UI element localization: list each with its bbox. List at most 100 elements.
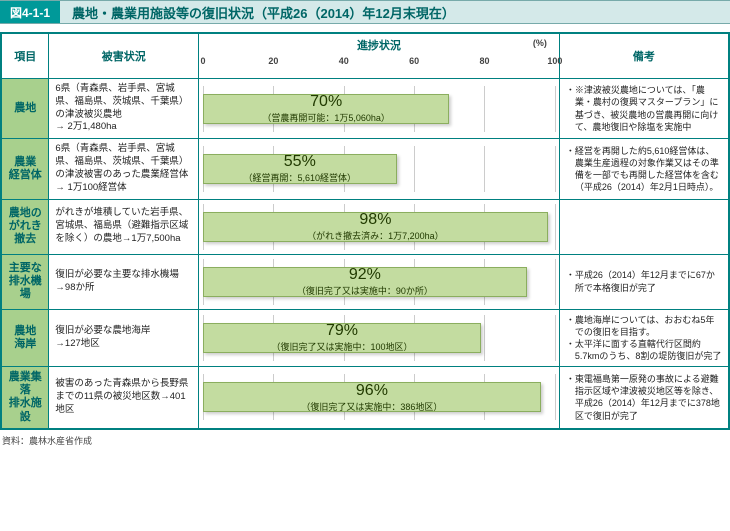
col-header-progress: 進捗状況 (%) 020406080100 (199, 33, 560, 79)
col-header-note: 備考 (559, 33, 729, 79)
percent-sublabel: （復旧完了又は実施中：386地区） (301, 400, 442, 413)
note-cell: ・平成26（2014）年12月までに67か所で本格復旧が完了 (559, 254, 729, 309)
row-label: 農地海岸 (1, 309, 49, 367)
source-note: 資料：農林水産省作成 (0, 430, 730, 447)
table-header-row: 項目 被害状況 進捗状況 (%) 020406080100 備考 (1, 33, 729, 79)
damage-cell: 6県（青森県、岩手県、宮城県、福島県、茨城県、千葉県）の津波被害のあった農業経営… (49, 139, 199, 199)
note-bullet: ・農地海岸については、おおむね5年での復旧を目指す。 (566, 314, 722, 338)
figure-container: 図4-1-1 農地・農業用施設等の復旧状況（平成26（2014）年12月末現在）… (0, 0, 730, 447)
axis-tick: 40 (339, 56, 349, 66)
progress-bar: 92%（復旧完了又は実施中：90か所） (203, 267, 527, 297)
table-row: 主要な排水機場復旧が必要な主要な排水機場→98か所92%（復旧完了又は実施中：9… (1, 254, 729, 309)
axis-ticks-row: 020406080100 (203, 56, 555, 74)
row-label: 主要な排水機場 (1, 254, 49, 309)
figure-number-tag: 図4-1-1 (0, 1, 60, 23)
progress-cell: 98%（がれき撤去済み：1万7,200ha） (199, 199, 560, 254)
axis-tick: 60 (409, 56, 419, 66)
note-text: 農地海岸については、おおむね5年での復旧を目指す。 (575, 314, 722, 338)
note-bullet: ・平成26（2014）年12月までに67か所で本格復旧が完了 (566, 269, 722, 293)
axis-header: 進捗状況 (%) (203, 38, 555, 56)
row-label: 農地 (1, 79, 49, 139)
damage-cell: 復旧が必要な主要な排水機場→98か所 (49, 254, 199, 309)
damage-cell: 被害のあった青森県から長野県までの11県の被災地区数→401地区 (49, 367, 199, 429)
gridline (414, 146, 415, 192)
note-text: ※津波被災農地については、「農業・農村の復興マスタープラン」に基づき、被災農地の… (575, 84, 722, 133)
note-cell: ・経営を再開した約5,610経営体は、農業生産過程の対象作業又はその準備を一部で… (559, 139, 729, 199)
progress-cell: 55%（経営再開：5,610経営体） (199, 139, 560, 199)
percent-sublabel: （復旧完了又は実施中：90か所） (297, 284, 433, 297)
percent-label: 96% (356, 382, 388, 400)
note-cell: ・東電福島第一原発の事故による避難指示区域や津波被災地区等を除き、平成26（20… (559, 367, 729, 429)
percent-sublabel: （経営再開：5,610経営体） (244, 171, 357, 184)
note-text: 太平洋に面する直轄代行区間約5.7kmのうち、8割の堤防復旧が完了 (575, 338, 722, 362)
axis-tick: 20 (268, 56, 278, 66)
gridline (555, 86, 556, 132)
note-bullet: ・経営を再開した約5,610経営体は、農業生産過程の対象作業又はその準備を一部で… (566, 145, 722, 194)
gridline (555, 204, 556, 250)
note-bullet: ・※津波被災農地については、「農業・農村の復興マスタープラン」に基づき、被災農地… (566, 84, 722, 133)
progress-bar: 98%（がれき撤去済み：1万7,200ha） (203, 212, 548, 242)
progress-cell: 96%（復旧完了又は実施中：386地区） (199, 367, 560, 429)
col-header-item: 項目 (1, 33, 49, 79)
note-cell (559, 199, 729, 254)
percent-sublabel: （がれき撤去済み：1万7,200ha） (307, 229, 444, 242)
row-label: 農業集落排水施設 (1, 367, 49, 429)
percent-sublabel: （営農再開可能：1万5,060ha） (262, 111, 390, 124)
col-header-damage: 被害状況 (49, 33, 199, 79)
axis-tick: 100 (547, 56, 562, 66)
percent-sublabel: （復旧完了又は実施中：100地区） (271, 340, 412, 353)
bullet-dot: ・ (566, 314, 575, 338)
row-label: 農業経営体 (1, 139, 49, 199)
bar-track: 79%（復旧完了又は実施中：100地区） (203, 317, 555, 359)
gridline (484, 315, 485, 361)
progress-column-label: 進捗状況 (357, 37, 401, 53)
title-bar: 図4-1-1 農地・農業用施設等の復旧状況（平成26（2014）年12月末現在） (0, 0, 730, 24)
figure-title: 農地・農業用施設等の復旧状況（平成26（2014）年12月末現在） (60, 1, 730, 23)
gridline (555, 259, 556, 305)
damage-cell: 復旧が必要な農地海岸→127地区 (49, 309, 199, 367)
note-cell: ・※津波被災農地については、「農業・農村の復興マスタープラン」に基づき、被災農地… (559, 79, 729, 139)
bar-track: 55%（経営再開：5,610経営体） (203, 148, 555, 190)
note-bullet: ・東電福島第一原発の事故による避難指示区域や津波被災地区等を除き、平成26（20… (566, 373, 722, 422)
table-row: 農地6県（青森県、岩手県、宮城県、福島県、茨城県、千葉県）の津波被災農地→ 2万… (1, 79, 729, 139)
progress-bar: 70%（営農再開可能：1万5,060ha） (203, 94, 449, 124)
percent-label: 79% (326, 322, 358, 340)
row-label: 農地のがれき撤去 (1, 199, 49, 254)
gridline (555, 374, 556, 420)
percent-label: 98% (359, 211, 391, 229)
axis-unit: (%) (533, 38, 547, 48)
damage-cell: 6県（青森県、岩手県、宮城県、福島県、茨城県、千葉県）の津波被災農地→ 2万1,… (49, 79, 199, 139)
table-row: 農業経営体6県（青森県、岩手県、宮城県、福島県、茨城県、千葉県）の津波被害のあっ… (1, 139, 729, 199)
bullet-dot: ・ (566, 373, 575, 422)
damage-cell: がれきが堆積していた岩手県、宮城県、福島県（避難指示区域を除く）の農地→1万7,… (49, 199, 199, 254)
percent-label: 55% (284, 153, 316, 171)
table-row: 農地のがれき撤去がれきが堆積していた岩手県、宮城県、福島県（避難指示区域を除く）… (1, 199, 729, 254)
progress-cell: 70%（営農再開可能：1万5,060ha） (199, 79, 560, 139)
gridline (484, 146, 485, 192)
bullet-dot: ・ (566, 338, 575, 362)
note-cell: ・農地海岸については、おおむね5年での復旧を目指す。・太平洋に面する直轄代行区間… (559, 309, 729, 367)
percent-label: 92% (349, 266, 381, 284)
progress-bar: 55%（経営再開：5,610経営体） (203, 154, 396, 184)
note-text: 経営を再開した約5,610経営体は、農業生産過程の対象作業又はその準備を一部でも… (575, 145, 722, 194)
percent-label: 70% (310, 93, 342, 111)
bar-track: 96%（復旧完了又は実施中：386地区） (203, 376, 555, 418)
table-row: 農業集落排水施設被害のあった青森県から長野県までの11県の被災地区数→401地区… (1, 367, 729, 429)
table-row: 農地海岸復旧が必要な農地海岸→127地区79%（復旧完了又は実施中：100地区）… (1, 309, 729, 367)
gridline (555, 146, 556, 192)
progress-cell: 92%（復旧完了又は実施中：90か所） (199, 254, 560, 309)
bullet-dot: ・ (566, 145, 575, 194)
gridline (484, 86, 485, 132)
bar-track: 70%（営農再開可能：1万5,060ha） (203, 88, 555, 130)
note-text: 平成26（2014）年12月までに67か所で本格復旧が完了 (575, 269, 722, 293)
axis-tick: 0 (201, 56, 206, 66)
bullet-dot: ・ (566, 269, 575, 293)
bar-track: 98%（がれき撤去済み：1万7,200ha） (203, 206, 555, 248)
bar-track: 92%（復旧完了又は実施中：90か所） (203, 261, 555, 303)
progress-cell: 79%（復旧完了又は実施中：100地区） (199, 309, 560, 367)
bullet-dot: ・ (566, 84, 575, 133)
note-bullet: ・太平洋に面する直轄代行区間約5.7kmのうち、8割の堤防復旧が完了 (566, 338, 722, 362)
recovery-table: 項目 被害状況 進捗状況 (%) 020406080100 備考 農地6県（青森… (0, 32, 730, 430)
note-text: 東電福島第一原発の事故による避難指示区域や津波被災地区等を除き、平成26（201… (575, 373, 722, 422)
progress-bar: 96%（復旧完了又は実施中：386地区） (203, 382, 541, 412)
